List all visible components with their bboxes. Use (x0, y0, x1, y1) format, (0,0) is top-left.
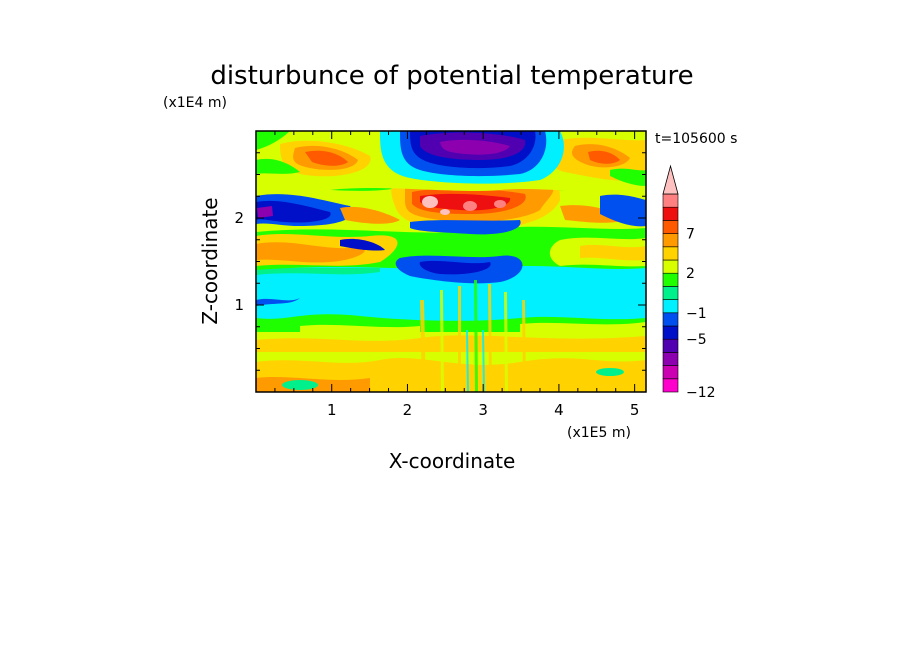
x-unit-label: (x1E5 m) (567, 425, 631, 441)
colorbar-segment (662, 286, 679, 300)
colorbar-segment (662, 272, 679, 287)
colorbar-segment (662, 352, 679, 366)
colorbar-tick-label: −5 (686, 332, 707, 348)
x-tick-label: 3 (478, 401, 488, 419)
x-tick-label: 4 (554, 401, 564, 419)
colorbar-segment (662, 206, 679, 221)
chart-title: disturbunce of potential temperature (210, 61, 693, 91)
y-axis-label: Z-coordinate (198, 197, 222, 324)
x-tick-label: 1 (327, 401, 337, 419)
x-tick-label: 5 (630, 401, 640, 419)
colorbar-tick-label: 2 (686, 266, 695, 282)
colorbar-segment (662, 193, 679, 208)
colorbar-extension-triangle (662, 164, 679, 195)
x-axis-ticks: 1 2 3 4 5 (327, 401, 639, 419)
frame-minor-ticks (256, 131, 646, 392)
colorbar (662, 164, 679, 393)
time-label: t=105600 s (655, 131, 737, 147)
colorbar-tick-label: −1 (686, 306, 707, 322)
colorbar-ticks: 7 2 −1 −5 −12 (686, 227, 716, 401)
colorbar-tick-label: −12 (686, 385, 716, 401)
y-tick-label: 1 (234, 296, 244, 314)
colorbar-segment (662, 365, 679, 380)
x-tick-label: 2 (403, 401, 413, 419)
colorbar-segment (662, 259, 679, 274)
colorbar-segment (662, 378, 679, 393)
y-tick-label: 2 (234, 209, 244, 227)
y-axis-ticks: 12 (234, 209, 244, 314)
colorbar-segment (662, 220, 679, 234)
colorbar-segment (662, 299, 679, 314)
colorbar-segment (662, 338, 679, 353)
x-axis-label: X-coordinate (389, 449, 516, 473)
contour-field (256, 131, 646, 392)
colorbar-segment (662, 312, 679, 327)
colorbar-segment (662, 246, 679, 261)
colorbar-tick-label: 7 (686, 227, 695, 243)
colorbar-segment (662, 325, 679, 340)
colorbar-segment (662, 233, 679, 248)
y-unit-label: (x1E4 m) (163, 95, 227, 111)
